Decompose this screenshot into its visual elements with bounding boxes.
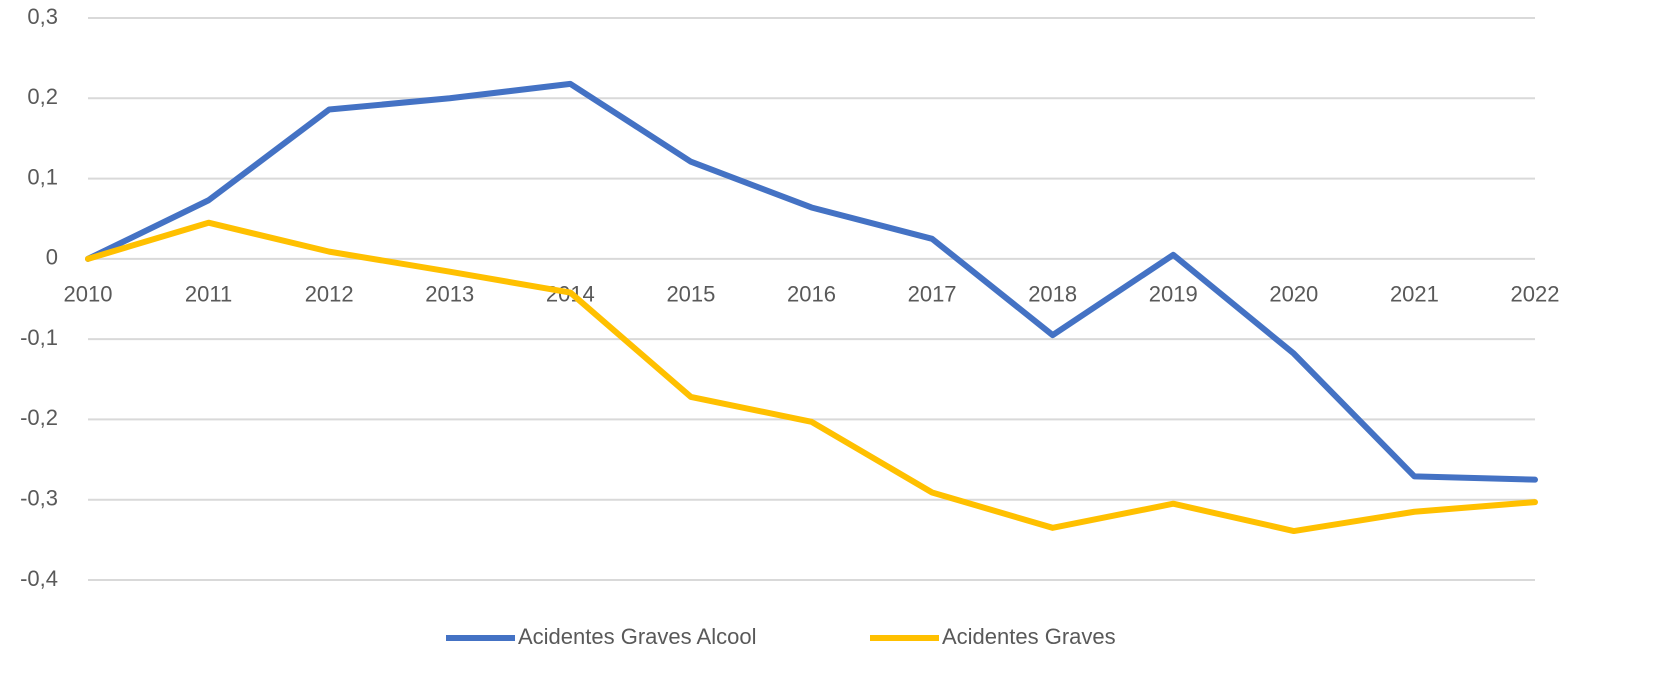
y-tick-label: 0 bbox=[46, 245, 58, 270]
y-tick-label: -0,3 bbox=[20, 486, 58, 511]
series-line bbox=[85, 219, 1538, 535]
x-tick-label: 2016 bbox=[787, 282, 836, 307]
x-tick-label: 2011 bbox=[185, 282, 232, 307]
x-tick-label: 2018 bbox=[1028, 282, 1077, 307]
x-tick-label: 2020 bbox=[1269, 282, 1318, 307]
x-tick-label: 2010 bbox=[64, 282, 113, 307]
y-tick-label: -0,2 bbox=[20, 405, 58, 430]
y-tick-label: -0,1 bbox=[20, 325, 58, 350]
y-tick-label: 0,3 bbox=[27, 4, 58, 29]
y-tick-label: 0,1 bbox=[27, 164, 58, 189]
x-tick-label: 2019 bbox=[1149, 282, 1198, 307]
x-tick-label: 2015 bbox=[666, 282, 715, 307]
series-line bbox=[85, 80, 1538, 483]
y-tick-label: -0,4 bbox=[20, 566, 58, 591]
y-tick-label: 0,2 bbox=[27, 84, 58, 109]
x-tick-label: 2012 bbox=[305, 282, 354, 307]
x-tick-label: 2017 bbox=[908, 282, 957, 307]
legend-label: Acidentes Graves bbox=[942, 624, 1116, 649]
x-tick-label: 2022 bbox=[1511, 282, 1560, 307]
x-tick-label: 2021 bbox=[1390, 282, 1439, 307]
legend-label: Acidentes Graves Alcool bbox=[518, 624, 756, 649]
x-tick-label: 2013 bbox=[425, 282, 474, 307]
